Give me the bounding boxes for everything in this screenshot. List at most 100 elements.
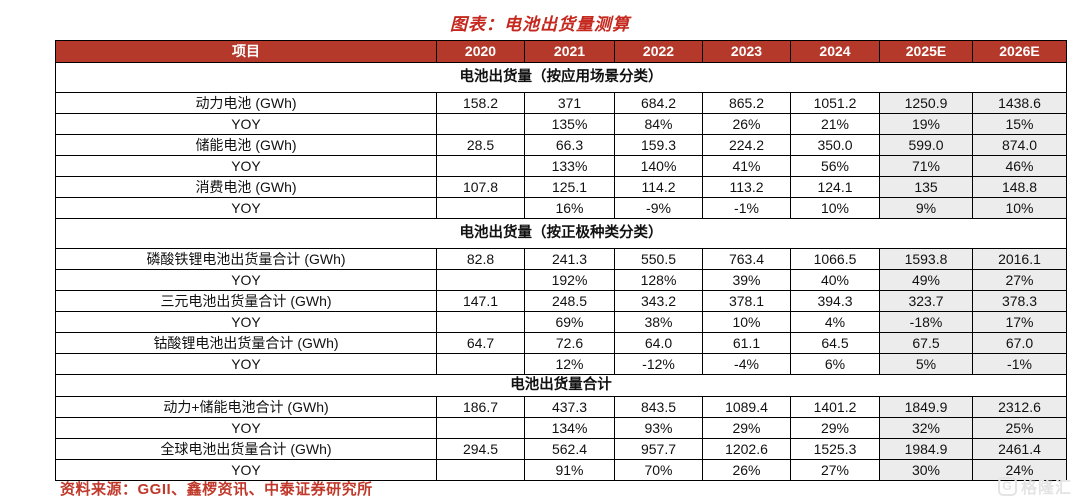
cell-value: 378.3 — [972, 290, 1067, 312]
cell-value: 224.2 — [702, 134, 791, 156]
cell-value: 61.1 — [702, 332, 791, 354]
cell-value: 16% — [524, 197, 615, 219]
cell-value: 1984.9 — [879, 438, 973, 460]
table-row: 动力+储能电池合计 (GWh) 186.7 437.3 843.5 1089.4 1401… — [55, 396, 1067, 418]
cell-value: 1202.6 — [702, 438, 791, 460]
cell-value: -1% — [972, 353, 1067, 375]
cell-value: 91% — [524, 459, 615, 481]
row-label: 动力+储能电池合计 (GWh) — [55, 396, 437, 418]
cell-value: 1593.8 — [879, 248, 973, 270]
table-row: YOY 134% 93% 29% 29% 32% 25% — [55, 417, 1067, 439]
cell-value — [436, 269, 525, 291]
cell-value: 72.6 — [524, 332, 615, 354]
cell-value: 41% — [702, 155, 791, 177]
cell-value: 874.0 — [972, 134, 1067, 156]
cell-value: 107.8 — [436, 176, 525, 198]
row-label: 动力电池 (GWh) — [55, 92, 437, 114]
cell-value: 26% — [702, 113, 791, 135]
table-row: YOY 135% 84% 26% 21% 19% 15% — [55, 113, 1067, 135]
cell-value: 148.8 — [972, 176, 1067, 198]
section-title: 电池出货量（按正极种类分类） — [55, 218, 1067, 249]
column-header: 2021 — [524, 40, 615, 63]
cell-value: 1849.9 — [879, 396, 973, 418]
cell-value: 378.1 — [702, 290, 791, 312]
cell-value: 140% — [614, 155, 703, 177]
cell-value: 343.2 — [614, 290, 703, 312]
cell-value: 135 — [879, 176, 973, 198]
cell-value: 562.4 — [524, 438, 615, 460]
cell-value — [436, 311, 525, 333]
cell-value: 9% — [879, 197, 973, 219]
table-row: 钴酸锂电池出货量合计 (GWh) 64.7 72.6 64.0 61.1 64.5 67.5… — [55, 332, 1067, 354]
cell-value: -1% — [702, 197, 791, 219]
cell-value: 27% — [972, 269, 1067, 291]
table-row: YOY 133% 140% 41% 56% 71% 46% — [55, 155, 1067, 177]
cell-value: 64.5 — [790, 332, 880, 354]
cell-value: -18% — [879, 311, 973, 333]
cell-value: 147.1 — [436, 290, 525, 312]
table-row: 动力电池 (GWh) 158.2 371 684.2 865.2 1051.2 1250.9… — [55, 92, 1067, 114]
cell-value: 1089.4 — [702, 396, 791, 418]
cell-value: 4% — [790, 311, 880, 333]
cell-value: 30% — [879, 459, 973, 481]
cell-value: 93% — [614, 417, 703, 439]
row-label: 储能电池 (GWh) — [55, 134, 437, 156]
cell-value: 64.0 — [614, 332, 703, 354]
cell-value: 64.7 — [436, 332, 525, 354]
cell-value: 2312.6 — [972, 396, 1067, 418]
cell-value: 113.2 — [702, 176, 791, 198]
gelonghui-watermark: G 格隆汇 — [997, 474, 1072, 498]
cell-value — [436, 353, 525, 375]
cell-value: 17% — [972, 311, 1067, 333]
cell-value: 49% — [879, 269, 973, 291]
cell-value: 25% — [972, 417, 1067, 439]
cell-value: 67.5 — [879, 332, 973, 354]
row-label: YOY — [55, 113, 437, 135]
table-row: 磷酸铁锂电池出货量合计 (GWh) 82.8 241.3 550.5 763.4 1066… — [55, 248, 1067, 270]
section-title: 电池出货量（按应用场景分类） — [55, 62, 1067, 93]
section-header-row: 电池出货量合计 — [55, 374, 1067, 397]
battery-shipment-table: 项目 2020 2021 2022 2023 2024 2025E 2026E 电池出货量（按… — [55, 40, 1067, 481]
cell-value: 350.0 — [790, 134, 880, 156]
cell-value: 1051.2 — [790, 92, 880, 114]
cell-value: 26% — [702, 459, 791, 481]
cell-value: 66.3 — [524, 134, 615, 156]
cell-value — [436, 417, 525, 439]
table-header-row: 项目 2020 2021 2022 2023 2024 2025E 2026E — [55, 40, 1067, 63]
cell-value: 843.5 — [614, 396, 703, 418]
table-row: YOY 16% -9% -1% 10% 9% 10% — [55, 197, 1067, 219]
cell-value: 2016.1 — [972, 248, 1067, 270]
row-label: YOY — [55, 155, 437, 177]
row-label: YOY — [55, 417, 437, 439]
cell-value: 2461.4 — [972, 438, 1067, 460]
column-header: 2025E — [879, 40, 973, 63]
cell-value: 46% — [972, 155, 1067, 177]
table-row: 储能电池 (GWh) 28.5 66.3 159.3 224.2 350.0 599.0 87… — [55, 134, 1067, 156]
table-row: 消费电池 (GWh) 107.8 125.1 114.2 113.2 124.1 135 14… — [55, 176, 1067, 198]
cell-value: 957.7 — [614, 438, 703, 460]
cell-value: 39% — [702, 269, 791, 291]
cell-value — [436, 155, 525, 177]
cell-value: 38% — [614, 311, 703, 333]
cell-value: 135% — [524, 113, 615, 135]
cell-value: 82.8 — [436, 248, 525, 270]
cell-value: 67.0 — [972, 332, 1067, 354]
table-row: 全球电池出货量合计 (GWh) 294.5 562.4 957.7 1202.6 1525… — [55, 438, 1067, 460]
cell-value: 763.4 — [702, 248, 791, 270]
table-row: YOY 69% 38% 10% 4% -18% 17% — [55, 311, 1067, 333]
row-label: YOY — [55, 311, 437, 333]
cell-value: 158.2 — [436, 92, 525, 114]
cell-value: 29% — [702, 417, 791, 439]
cell-value: 84% — [614, 113, 703, 135]
cell-value: 56% — [790, 155, 880, 177]
source-note: 资料来源：GGII、鑫椤资讯、中泰证券研究所 — [60, 481, 373, 498]
row-label: YOY — [55, 459, 437, 481]
row-label: YOY — [55, 353, 437, 375]
cell-value: 114.2 — [614, 176, 703, 198]
cell-value: 24% — [972, 459, 1067, 481]
row-label: YOY — [55, 269, 437, 291]
page-title: 图表：电池出货量测算 — [450, 15, 630, 35]
cell-value: -4% — [702, 353, 791, 375]
table-row: YOY 91% 70% 26% 27% 30% 24% — [55, 459, 1067, 481]
cell-value: 599.0 — [879, 134, 973, 156]
